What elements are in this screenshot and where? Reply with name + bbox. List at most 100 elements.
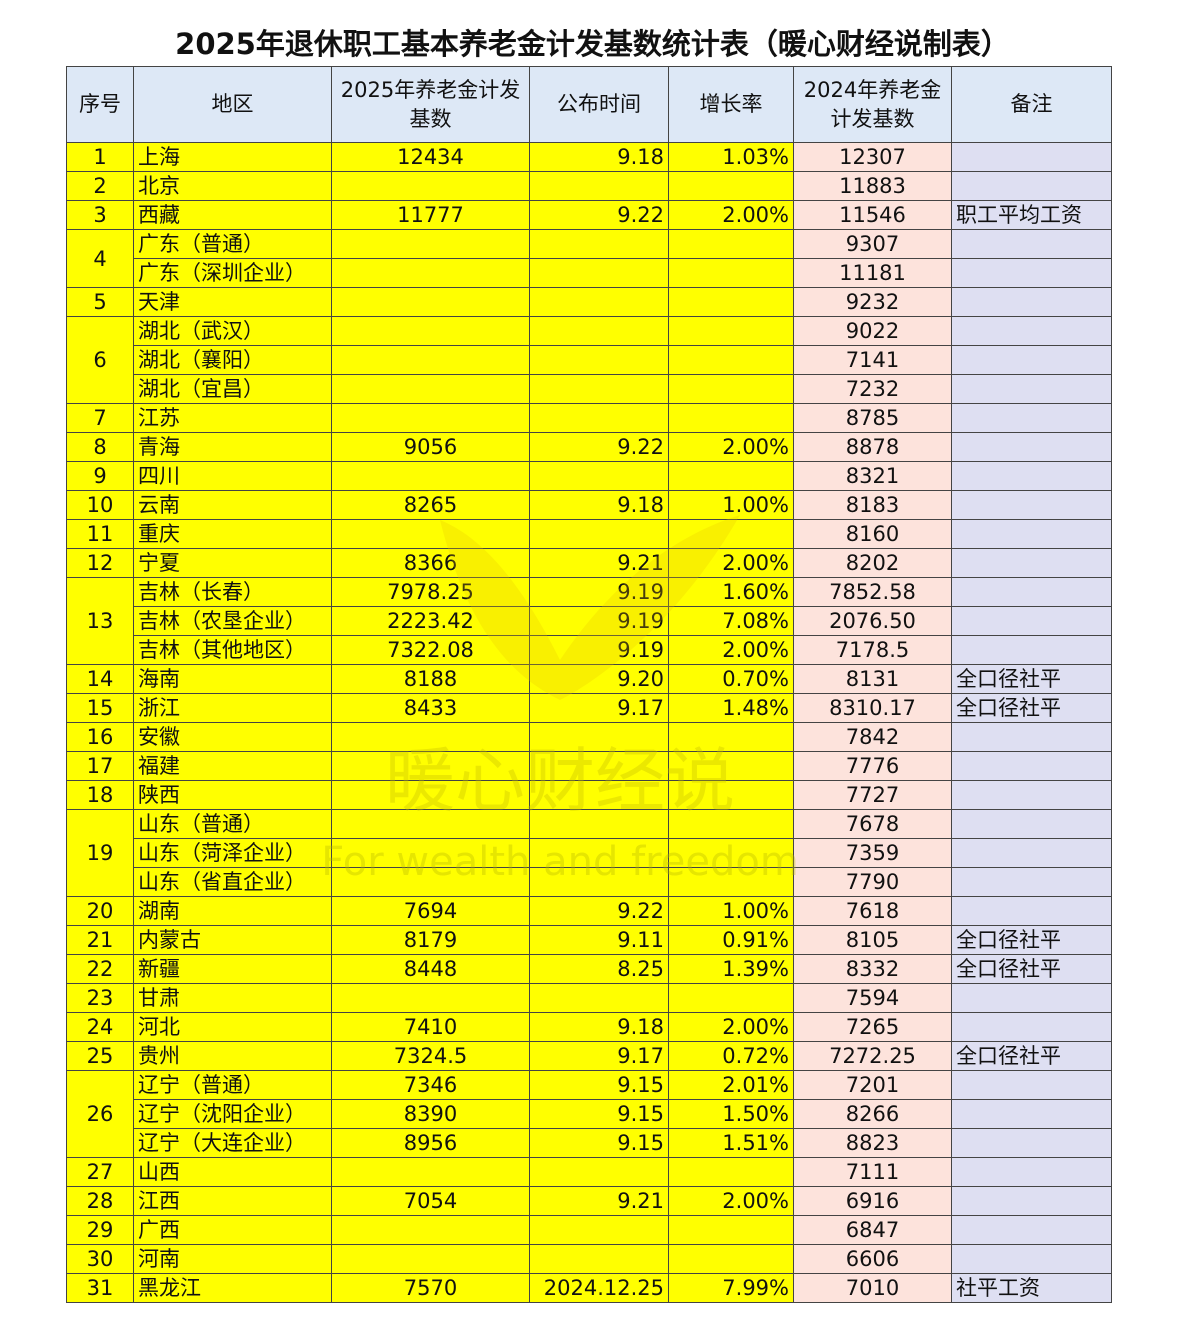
seq-cell: 20 <box>66 896 134 926</box>
base-2024-cell: 9232 <box>793 287 952 317</box>
region-cell: 西藏 <box>133 200 332 230</box>
region-cell: 广西 <box>133 1215 332 1245</box>
publish-date-cell: 9.21 <box>529 548 669 578</box>
growth-rate-cell <box>668 287 794 317</box>
region-cell: 重庆 <box>133 519 332 549</box>
note-cell: 职工平均工资 <box>951 200 1112 230</box>
base-2025-cell: 8265 <box>331 490 530 520</box>
publish-date-cell <box>529 229 669 259</box>
base-2024-cell: 11883 <box>793 171 952 201</box>
publish-date-cell: 9.20 <box>529 664 669 694</box>
growth-rate-cell <box>668 867 794 897</box>
publish-date-cell <box>529 1215 669 1245</box>
seq-cell: 27 <box>66 1157 134 1187</box>
header-cell: 备注 <box>951 66 1112 143</box>
region-cell: 上海 <box>133 142 332 172</box>
base-2024-cell: 7265 <box>793 1012 952 1042</box>
publish-date-cell: 9.19 <box>529 577 669 607</box>
base-2024-cell: 2076.50 <box>793 606 952 636</box>
note-cell <box>951 780 1112 810</box>
publish-date-cell <box>529 1157 669 1187</box>
region-cell: 云南 <box>133 490 332 520</box>
table-row: 26 辽宁（普通） 7346 9.15 2.01% 7201 <box>66 1070 1112 1158</box>
base-2024-cell: 8131 <box>793 664 952 694</box>
growth-rate-cell: 7.08% <box>668 606 794 636</box>
base-2024-cell: 7618 <box>793 896 952 926</box>
growth-rate-cell: 2.00% <box>668 1012 794 1042</box>
region-cell: 山东（菏泽企业） <box>133 838 332 868</box>
table-row: 吉林（其他地区） 7322.08 9.19 2.00% 7178.5 <box>67 635 1112 665</box>
header-cell: 地区 <box>133 66 332 143</box>
base-2025-cell <box>331 838 530 868</box>
region-cell: 湖北（襄阳） <box>133 345 332 375</box>
base-2024-cell: 7010 <box>793 1273 952 1303</box>
growth-rate-cell: 1.51% <box>668 1128 794 1158</box>
base-2025-cell <box>331 780 530 810</box>
growth-rate-cell <box>668 722 794 752</box>
publish-date-cell: 9.22 <box>529 200 669 230</box>
base-2025-cell: 9056 <box>331 432 530 462</box>
publish-date-cell <box>529 780 669 810</box>
base-2024-cell: 7852.58 <box>793 577 952 607</box>
base-2025-cell: 8433 <box>331 693 530 723</box>
base-2024-cell: 8823 <box>793 1128 952 1158</box>
publish-date-cell: 9.22 <box>529 432 669 462</box>
region-cell: 新疆 <box>133 954 332 984</box>
base-2025-cell <box>331 722 530 752</box>
table-row: 12 宁夏 8366 9.21 2.00% 8202 <box>66 548 1112 578</box>
title: 2025年退休职工基本养老金计发基数统计表（暖心财经说制表） <box>175 27 1010 61</box>
seq-cell: 7 <box>66 403 134 433</box>
region-cell: 安徽 <box>133 722 332 752</box>
base-2024-cell: 9022 <box>793 316 952 346</box>
region-cell: 四川 <box>133 461 332 491</box>
growth-rate-cell <box>668 1215 794 1245</box>
publish-date-cell: 9.18 <box>529 142 669 172</box>
seq-cell: 22 <box>66 954 134 984</box>
seq-cell: 19 <box>66 809 134 897</box>
base-2024-cell: 7201 <box>793 1070 952 1100</box>
publish-date-cell <box>529 461 669 491</box>
growth-rate-cell: 2.01% <box>668 1070 794 1100</box>
publish-date-cell <box>529 519 669 549</box>
growth-rate-cell: 1.39% <box>668 954 794 984</box>
note-cell: 全口径社平 <box>951 1041 1112 1071</box>
seq-cell: 9 <box>66 461 134 491</box>
publish-date-cell: 9.19 <box>529 635 669 665</box>
region-cell: 海南 <box>133 664 332 694</box>
base-2024-cell: 8878 <box>793 432 952 462</box>
growth-rate-cell <box>668 1157 794 1187</box>
base-2024-cell: 6916 <box>793 1186 952 1216</box>
base-2024-cell: 11181 <box>793 258 952 288</box>
seq-cell: 17 <box>66 751 134 781</box>
table-row: 24 河北 7410 9.18 2.00% 7265 <box>66 1012 1112 1042</box>
region-cell: 青海 <box>133 432 332 462</box>
base-2024-cell: 12307 <box>793 142 952 172</box>
note-cell: 全口径社平 <box>951 664 1112 694</box>
region-cell: 浙江 <box>133 693 332 723</box>
note-cell: 社平工资 <box>951 1273 1112 1303</box>
base-2025-cell: 8179 <box>331 925 530 955</box>
table-row: 25 贵州 7324.5 9.17 0.72% 7272.25 全口径社平 <box>66 1041 1112 1071</box>
base-2025-cell: 7570 <box>331 1273 530 1303</box>
region-cell: 湖北（武汉） <box>133 316 332 346</box>
note-cell <box>951 258 1112 288</box>
region-cell: 吉林（农垦企业） <box>133 606 332 636</box>
table-row: 17 福建 7776 <box>66 751 1112 781</box>
base-2025-cell <box>331 171 530 201</box>
header-cell: 公布时间 <box>529 66 669 143</box>
base-2025-cell <box>331 867 530 897</box>
growth-rate-cell <box>668 258 794 288</box>
growth-rate-cell <box>668 809 794 839</box>
note-cell <box>951 1186 1112 1216</box>
base-2025-cell <box>331 229 530 259</box>
publish-date-cell <box>529 722 669 752</box>
note-cell: 全口径社平 <box>951 693 1112 723</box>
note-cell <box>951 606 1112 636</box>
note-cell <box>951 751 1112 781</box>
note-cell <box>951 490 1112 520</box>
seq-cell: 31 <box>66 1273 134 1303</box>
note-cell <box>951 519 1112 549</box>
table-row: 31 黑龙江 7570 2024.12.25 7.99% 7010 社平工资 <box>66 1273 1112 1303</box>
note-cell <box>951 1070 1112 1100</box>
